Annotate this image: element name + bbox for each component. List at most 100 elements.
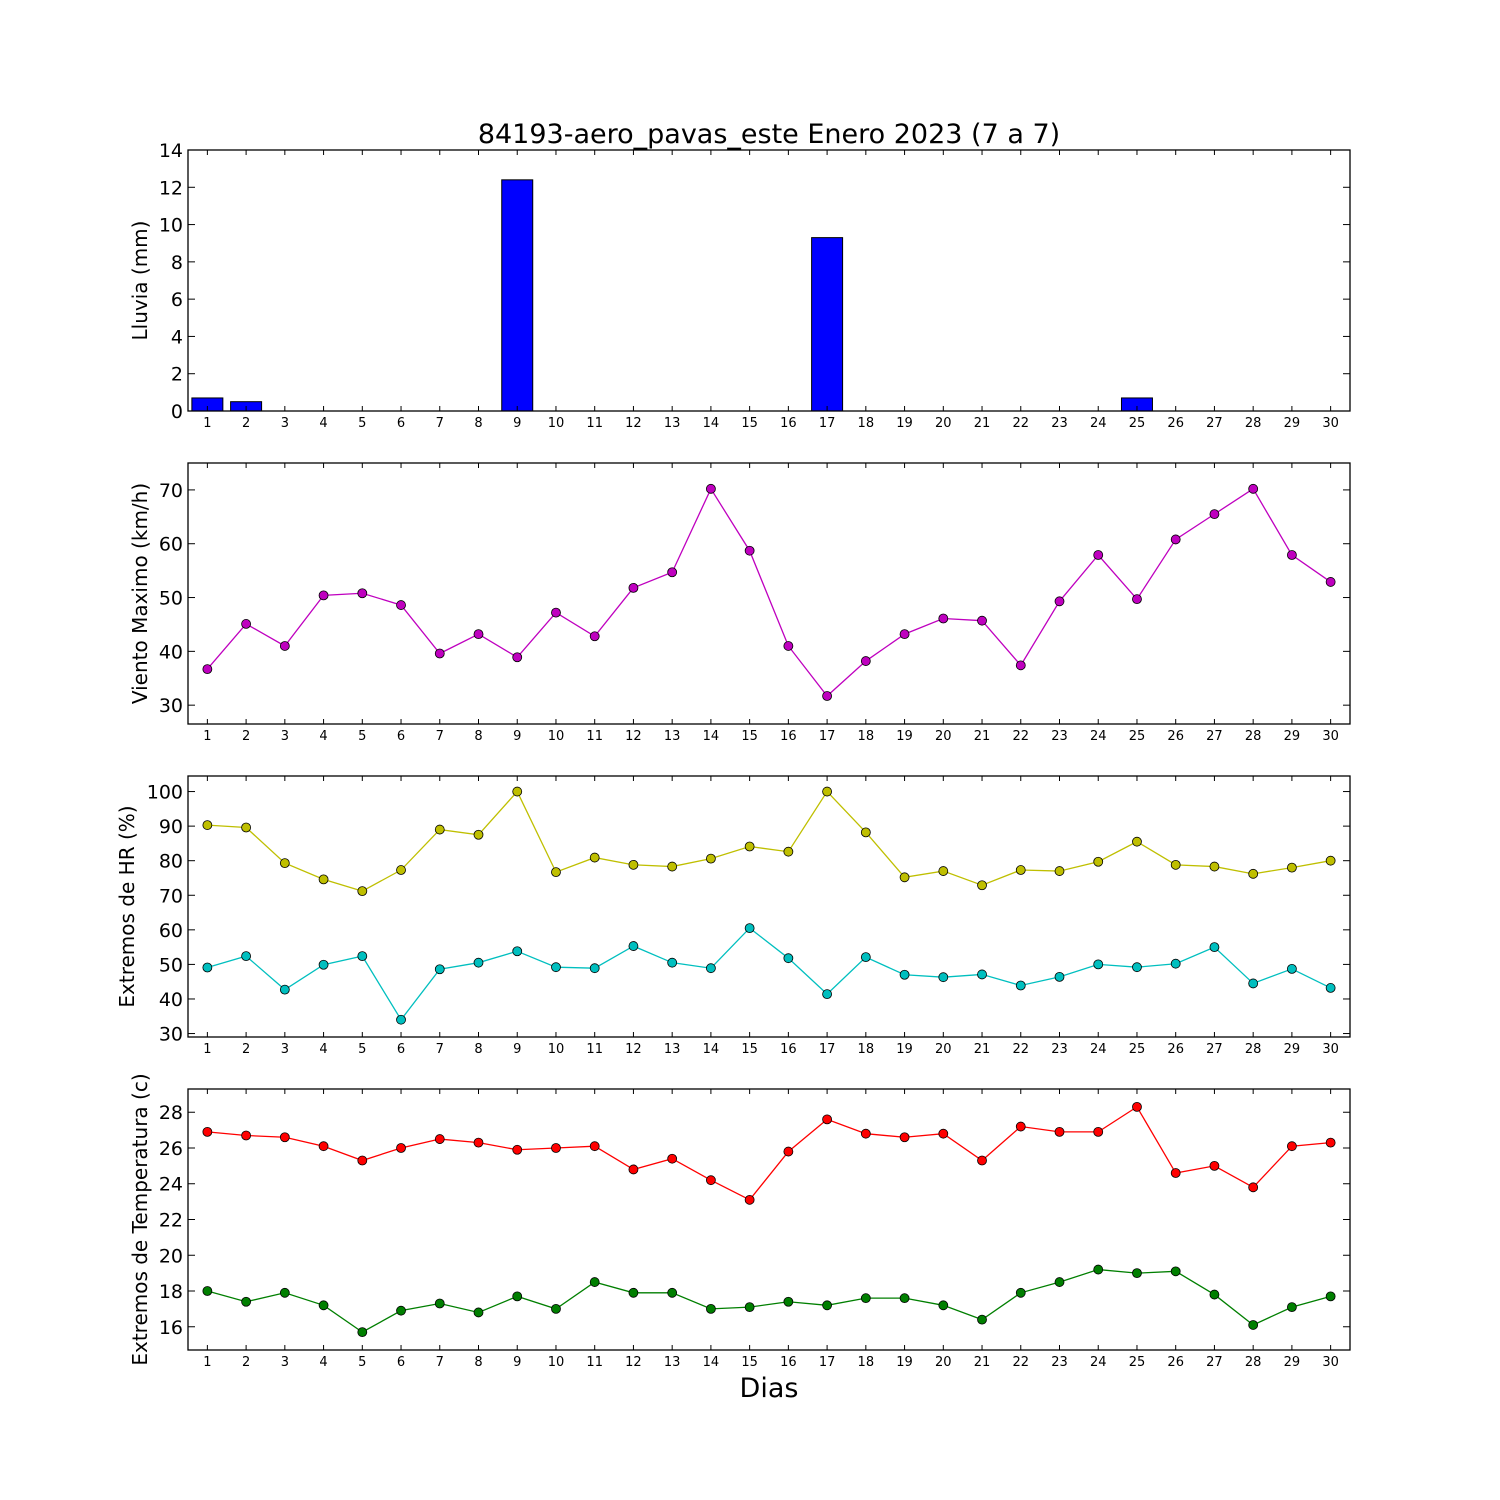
data-point <box>822 691 832 701</box>
x-tick-label: 4 <box>319 729 327 744</box>
panel-3: 1 2 3 4 5 6 7 8 9 10 11 12 13 14 15 16 17 18 19 20 21 22 23 24 2… <box>115 775 1351 1057</box>
y-tick-label: 80 <box>159 851 183 873</box>
x-tick-label: 11 <box>586 729 603 744</box>
x-tick-label: 6 <box>397 416 405 431</box>
x-tick-label: 15 <box>741 416 758 431</box>
x-axis-label: Dias <box>740 1373 799 1404</box>
data-point <box>938 613 949 624</box>
data-point <box>1093 856 1104 867</box>
y-tick-label: 30 <box>159 1024 183 1046</box>
data-point <box>744 923 755 934</box>
data-point <box>202 1286 213 1296</box>
data-point <box>628 859 639 870</box>
data-point <box>357 1155 368 1166</box>
x-tick-label: 6 <box>397 729 405 744</box>
x-tick-label: 30 <box>1322 416 1339 431</box>
x-tick-label: 1 <box>203 1042 211 1057</box>
x-tick-label: 29 <box>1284 729 1301 744</box>
x-tick-label: 16 <box>780 1042 797 1057</box>
x-tick-label: 21 <box>974 1355 991 1370</box>
x-tick-label: 27 <box>1206 729 1223 744</box>
data-point <box>1093 959 1104 970</box>
y-tick-label: 24 <box>159 1174 183 1196</box>
x-tick-label: 23 <box>1051 1355 1068 1370</box>
x-tick-label: 14 <box>703 1042 720 1057</box>
data-point <box>318 1300 329 1311</box>
y-tick-label: 90 <box>159 816 183 838</box>
y-tick-label: 60 <box>159 920 183 942</box>
data-point <box>667 861 678 872</box>
x-tick-label: 27 <box>1206 1042 1223 1057</box>
x-tick-label: 9 <box>513 1042 521 1057</box>
data-point <box>434 648 445 659</box>
x-tick-label: 23 <box>1051 1042 1068 1057</box>
data-point <box>1170 1168 1181 1178</box>
x-tick-label: 8 <box>474 1355 482 1370</box>
data-point <box>473 1307 484 1318</box>
data-point <box>938 866 949 876</box>
x-tick-label: 18 <box>858 729 875 744</box>
data-point <box>473 957 484 968</box>
x-tick-label: 12 <box>625 729 642 744</box>
data-point <box>783 1296 794 1307</box>
x-tick-label: 28 <box>1245 1042 1262 1057</box>
data-point <box>396 600 406 610</box>
data-point <box>318 959 329 970</box>
y-axis-label: Viento Maximo (km/h) <box>128 483 152 704</box>
x-tick-label: 10 <box>548 416 565 431</box>
x-tick-label: 19 <box>896 729 913 744</box>
x-tick-label: 14 <box>703 1355 720 1370</box>
x-tick-label: 1 <box>203 416 211 431</box>
x-tick-label: 17 <box>819 1355 836 1370</box>
data-point <box>589 631 600 642</box>
x-tick-label: 30 <box>1322 1355 1339 1370</box>
y-tick-label: 6 <box>171 289 183 311</box>
data-point <box>860 1293 871 1304</box>
x-tick-label: 10 <box>548 729 565 744</box>
x-tick-label: 17 <box>819 729 836 744</box>
data-point <box>667 957 678 968</box>
x-tick-label: 2 <box>242 416 250 431</box>
data-point <box>1287 964 1297 974</box>
data-point <box>977 880 987 891</box>
series-line-1 <box>207 790 1331 892</box>
x-tick-label: 2 <box>242 1042 250 1057</box>
data-point <box>1093 1264 1104 1275</box>
data-point <box>279 984 290 995</box>
data-point <box>744 545 755 556</box>
data-point <box>628 1164 639 1175</box>
x-tick-label: 7 <box>436 416 444 431</box>
data-point <box>1325 1137 1336 1148</box>
data-point <box>1054 1277 1065 1287</box>
chart-panels: 1 2 3 4 5 6 7 8 9 10 11 12 13 14 15 16 17 18 19 20 21 22 23 24 2… <box>115 140 1351 1370</box>
x-tick-label: 17 <box>819 416 836 431</box>
x-tick-label: 1 <box>203 1355 211 1370</box>
x-tick-label: 5 <box>358 416 366 431</box>
data-point <box>279 858 290 869</box>
data-point <box>1170 1266 1181 1277</box>
data-point <box>396 1143 406 1153</box>
y-tick-label: 26 <box>159 1138 183 1160</box>
data-point <box>589 1277 600 1287</box>
x-tick-label: 9 <box>513 729 521 744</box>
x-tick-label: 23 <box>1051 416 1068 431</box>
y-tick-label: 70 <box>159 885 183 907</box>
data-point <box>667 1153 678 1164</box>
x-tick-label: 3 <box>281 416 289 431</box>
data-point <box>589 852 600 863</box>
x-tick-label: 15 <box>741 1355 758 1370</box>
series-line-1 <box>207 1105 1331 1201</box>
data-point <box>899 969 910 980</box>
data-point <box>202 664 213 675</box>
x-tick-label: 6 <box>397 1355 405 1370</box>
y-tick-label: 18 <box>159 1281 183 1303</box>
data-point <box>551 1303 561 1314</box>
x-tick-label: 23 <box>1051 729 1068 744</box>
x-tick-label: 3 <box>281 1355 289 1370</box>
data-point <box>706 853 716 864</box>
y-tick-label: 8 <box>171 252 183 274</box>
data-point <box>783 1146 794 1157</box>
x-tick-label: 20 <box>935 1355 952 1370</box>
